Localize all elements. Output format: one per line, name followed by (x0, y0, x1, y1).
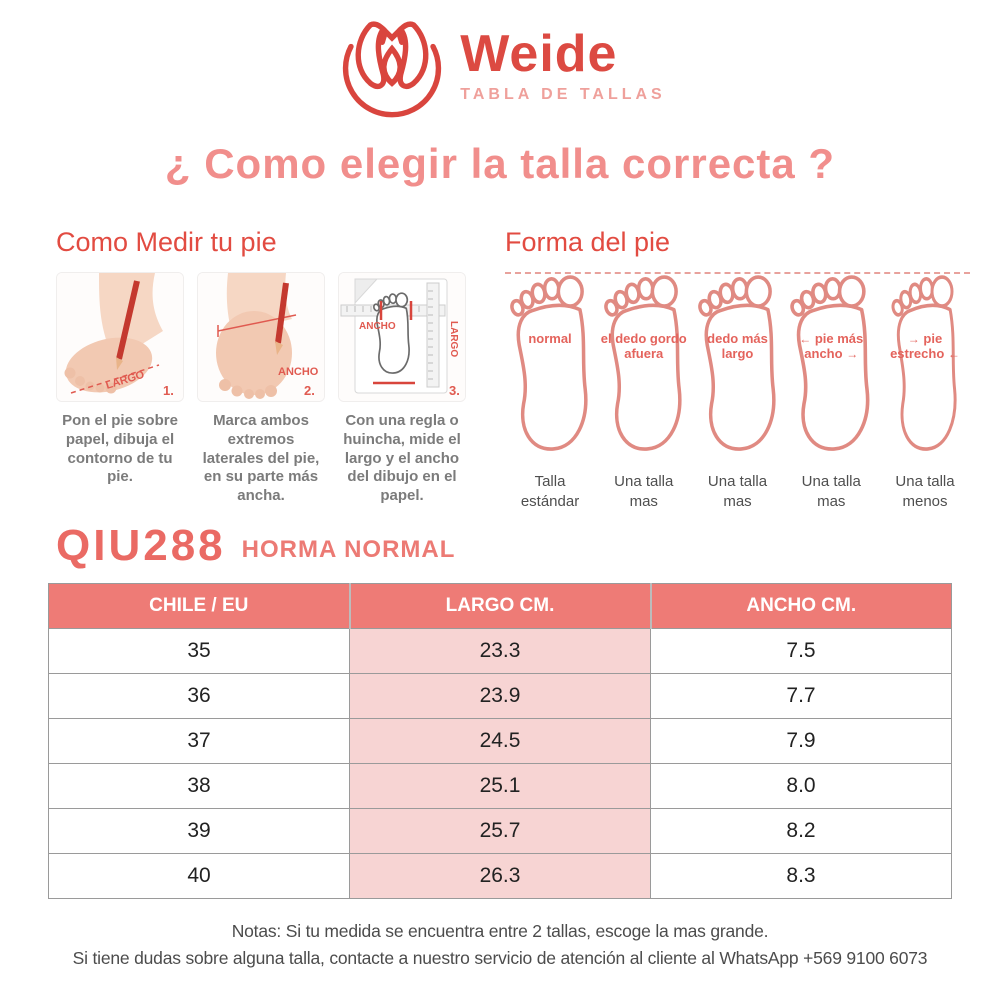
table-row: 36 23.9 7.7 (48, 673, 952, 719)
foot-normal: normal (505, 272, 595, 468)
foot-outline-icon (889, 275, 957, 451)
foot-big-toe-out: el dedo gordo afuera (599, 272, 689, 468)
foot-wide: ← pie más ancho → (786, 272, 876, 468)
col-ancho-cm: ANCHO CM. (650, 583, 952, 629)
foot-shapes-section: Forma del pie normal el dedo gordo afuer… (505, 227, 970, 511)
largo-cell: 26.3 (349, 853, 651, 899)
foot-label: → pie estrecho ← (882, 331, 968, 362)
size-cell: 35 (48, 628, 350, 674)
feet-diagrams: normal el dedo gordo afuera dedo más lar… (505, 272, 970, 468)
table-row: 37 24.5 7.9 (48, 718, 952, 764)
brand-subtitle: TABLA DE TALLAS (460, 86, 666, 103)
largo-cell: 23.9 (349, 673, 651, 719)
brand-name: Weide (460, 25, 618, 83)
ancho-cell: 8.3 (650, 853, 952, 899)
table-row: 39 25.7 8.2 (48, 808, 952, 854)
foot-label: el dedo gordo afuera (600, 331, 687, 361)
size-table: CHILE / EU LARGO CM. ANCHO CM. 35 23.3 7… (48, 583, 952, 899)
foot-shapes-heading: Forma del pie (505, 227, 671, 257)
measure-heading: Como Medir tu pie (56, 227, 277, 257)
foot-outline-icon (788, 275, 870, 451)
step-captions: Pon el pie sobre papel, dibuja el contor… (56, 412, 468, 506)
ancho-cell: 7.7 (650, 673, 952, 719)
step3-caption: Con una regla o huincha, mide el largo y… (343, 412, 461, 504)
step1-caption: Pon el pie sobre papel, dibuja el contor… (62, 412, 178, 486)
ancho-cell: 8.0 (650, 763, 952, 809)
product-heading: QIU288 HORMA NORMAL (56, 524, 455, 568)
step1-number: 1. (163, 383, 174, 398)
note-line1: Notas: Si tu medida se encuentra entre 2… (231, 921, 769, 941)
step2-photo: ANCHO 2. (197, 272, 325, 402)
feet-captions: Talla estándar Una talla mas Una talla m… (505, 472, 970, 511)
foot-label: normal (528, 331, 572, 346)
step2-measure-label: ANCHO (278, 366, 319, 378)
foot-label: ← pie más ancho → (788, 331, 874, 362)
foot-narrow: → pie estrecho ← (880, 272, 970, 468)
foot-caption: Talla estándar (520, 473, 580, 510)
ancho-cell: 7.9 (650, 718, 952, 764)
col-chile-eu: CHILE / EU (48, 583, 350, 629)
size-cell: 37 (48, 718, 350, 764)
note-line2: Si tiene dudas sobre alguna talla, conta… (72, 948, 928, 968)
step2-number: 2. (304, 383, 315, 398)
foot-label: dedo más largo (707, 331, 768, 361)
step1-photo: LARGO 1. (56, 272, 184, 402)
foot-long-toe: dedo más largo (693, 272, 783, 468)
table-header-row: CHILE / EU LARGO CM. ANCHO CM. (48, 583, 952, 629)
product-model: QIU288 (56, 521, 226, 570)
product-last-type: HORMA NORMAL (241, 536, 456, 564)
footer-notes: Notas: Si tu medida se encuentra entre 2… (0, 921, 1000, 969)
page-title: ¿ Como elegir la talla correcta ? (164, 140, 836, 187)
arrow-left-icon: ← (947, 346, 960, 361)
arrow-right-icon: → (846, 346, 859, 361)
foot-outline-icon (695, 275, 776, 451)
size-cell: 38 (48, 763, 350, 809)
largo-cell: 23.3 (349, 628, 651, 674)
table-row: 40 26.3 8.3 (48, 853, 952, 899)
ancho-cell: 7.5 (650, 628, 952, 674)
foot-caption: Una talla menos (895, 473, 955, 510)
foot-label-text: pie más ancho (804, 331, 864, 361)
ancho-cell: 8.2 (650, 808, 952, 854)
measure-steps: LARGO 1. ANCHO 2. (56, 272, 468, 402)
largo-cell: 24.5 (349, 718, 651, 764)
largo-cell: 25.7 (349, 808, 651, 854)
table-row: 35 23.3 7.5 (48, 628, 952, 674)
arrow-left-icon: ← (799, 332, 812, 346)
size-cell: 39 (48, 808, 350, 854)
step3-largo-label: LARGO (448, 321, 459, 357)
col-largo-cm: LARGO CM. (348, 583, 652, 629)
measure-section: Como Medir tu pie LARGO 1. (56, 227, 468, 506)
foot-caption: Una talla mas (801, 473, 861, 510)
size-cell: 40 (48, 853, 350, 899)
step3-ancho-label: ANCHO (359, 321, 396, 332)
step3-photo: ANCHO LARGO 3. (338, 272, 466, 402)
toe-alignment-dashed-line (505, 272, 970, 274)
foot-outline-icon (602, 275, 682, 451)
foot-outline-icon (508, 275, 588, 451)
arrow-right-icon: → (907, 332, 920, 346)
brand-header: Weide TABLA DE TALLAS (0, 12, 1000, 120)
foot-caption: Una talla mas (707, 473, 768, 510)
foot-caption: Una talla mas (614, 473, 674, 510)
weide-logo-icon (343, 21, 442, 118)
step3-number: 3. (449, 383, 460, 398)
largo-cell: 25.1 (349, 763, 651, 809)
table-row: 38 25.1 8.0 (48, 763, 952, 809)
step2-caption: Marca ambos extremos laterales del pie, … (202, 412, 320, 504)
foot-label-text: pie estrecho (890, 331, 945, 361)
size-cell: 36 (48, 673, 350, 719)
